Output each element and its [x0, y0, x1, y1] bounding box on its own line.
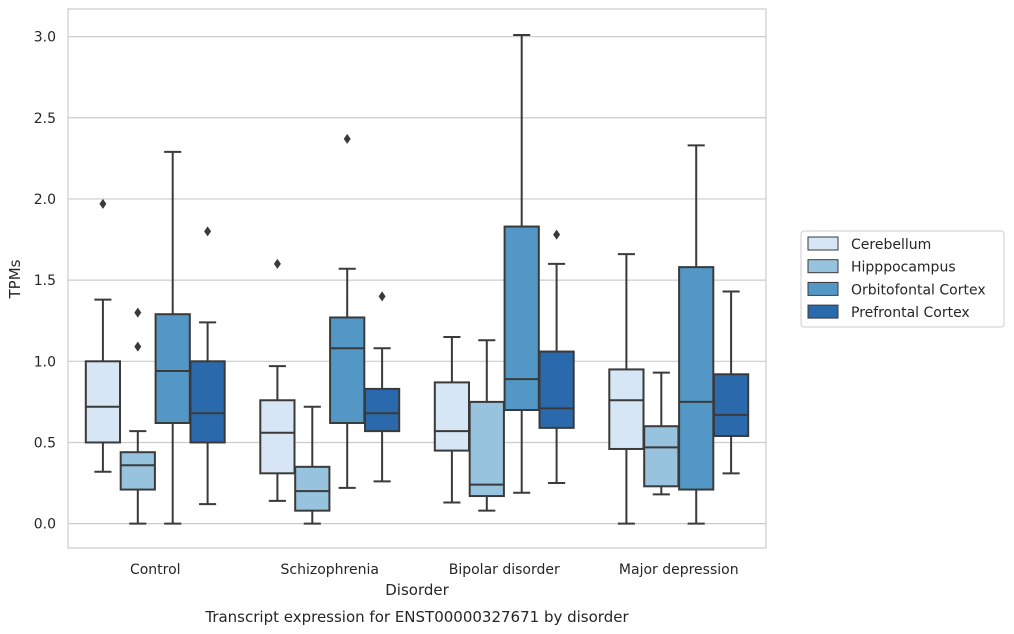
outlier-point [273, 258, 281, 269]
box-2-2 [503, 33, 540, 494]
box-0-2 [154, 150, 191, 525]
box-1-3 [363, 291, 401, 483]
y-tick-label: 1.5 [34, 273, 56, 289]
outlier-point [204, 226, 212, 237]
y-axis-label: TPMs [6, 259, 24, 299]
box-body [189, 360, 226, 444]
box-0-0 [84, 198, 122, 473]
legend-label: Cerebellum [851, 237, 931, 253]
x-tick-label: Schizophrenia [281, 562, 379, 578]
y-tick-labels: 0.0 0.5 1.0 1.5 2.0 2.5 3.0 [34, 30, 56, 533]
box-3-1 [643, 371, 680, 496]
box-1-1 [294, 405, 331, 525]
box-body [712, 373, 750, 437]
box-3-2 [678, 144, 715, 525]
box-2-1 [468, 339, 505, 512]
x-tick-labels: Control Schizophrenia Bipolar disorder Majo… [130, 562, 739, 578]
outlier-point [99, 198, 107, 209]
x-tick-label: Control [130, 562, 181, 578]
outlier-point [134, 307, 142, 318]
legend-label: Orbitofontal Cortex [851, 282, 986, 298]
legend-label: Prefrontal Cortex [851, 305, 970, 321]
box-body [503, 225, 540, 412]
legend: Cerebellum Hipppocampus Orbitofontal Corte… [800, 230, 1005, 328]
y-tick-label: 0.0 [34, 517, 56, 533]
box-body [84, 360, 122, 444]
plot-frame [67, 8, 767, 549]
box-3-3 [712, 290, 750, 475]
box-2-3 [538, 229, 575, 485]
chart-caption: Transcript expression for ENST0000032767… [204, 608, 629, 626]
y-tick-label: 2.0 [34, 192, 56, 208]
box-body [294, 465, 331, 512]
legend-swatch [807, 281, 839, 296]
box-body [433, 381, 471, 452]
box-1-0 [259, 258, 296, 502]
outlier-point [378, 291, 386, 302]
box-body [608, 368, 645, 450]
box-body [119, 451, 156, 491]
box-3-0 [608, 253, 645, 525]
outlier-point [134, 341, 142, 352]
box-1-2 [329, 133, 366, 489]
box-body [259, 399, 296, 475]
outlier-point [343, 133, 351, 144]
box-body [468, 400, 505, 498]
y-tick-label: 2.5 [34, 111, 56, 127]
y-tick-label: 0.5 [34, 435, 56, 451]
box-body [329, 316, 366, 424]
outlier-point [553, 229, 561, 240]
legend-frame [800, 230, 1005, 328]
legend-label: Hipppocampus [851, 260, 956, 276]
box-0-1 [119, 307, 156, 525]
box-layer [84, 33, 750, 525]
box-body [154, 313, 191, 424]
x-tick-label: Bipolar disorder [449, 562, 560, 578]
y-tick-label: 1.0 [34, 354, 56, 370]
box-body [363, 387, 401, 433]
box-body [538, 350, 575, 429]
legend-swatch [807, 304, 839, 319]
box-body [678, 266, 715, 491]
x-axis-label: Disorder [385, 581, 449, 599]
box-body [643, 425, 680, 488]
legend-swatch [807, 236, 839, 251]
legend-swatch [807, 259, 839, 274]
box-0-3 [189, 226, 226, 506]
y-tick-label: 3.0 [34, 30, 56, 46]
x-tick-label: Major depression [619, 562, 739, 578]
